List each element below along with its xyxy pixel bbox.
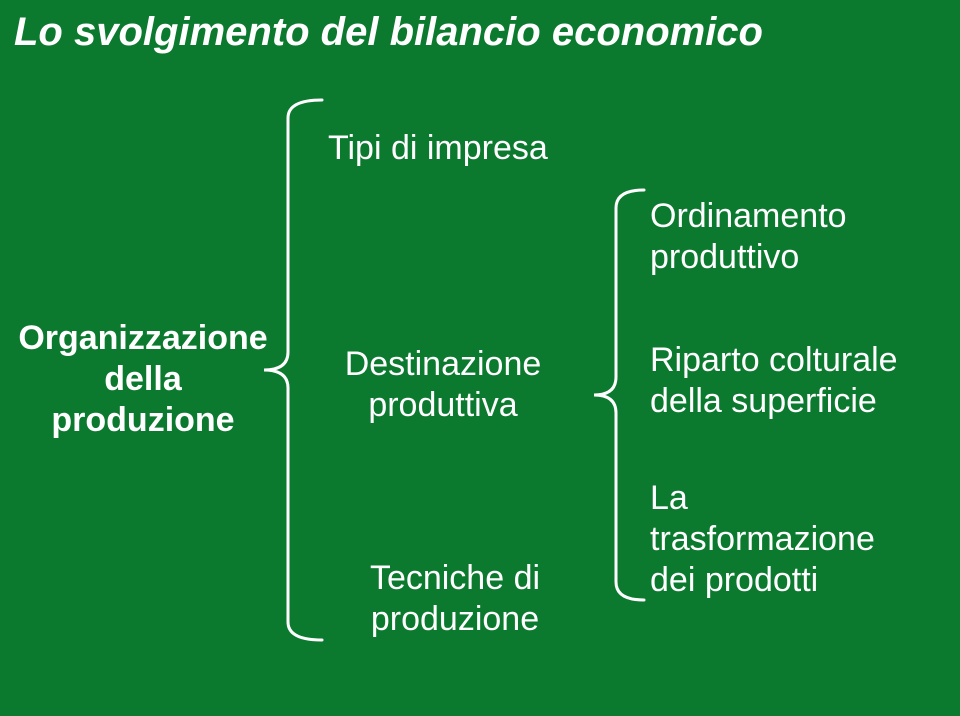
slide: Lo svolgimento del bilancio economico Or… (0, 0, 960, 716)
text-line: della (8, 359, 278, 400)
text-line: Ordinamento (650, 196, 847, 237)
text-line: produzione (8, 400, 278, 441)
text-line: produttivo (650, 237, 847, 278)
label-tipi-impresa: Tipi di impresa (328, 128, 548, 169)
text-line: Destinazione (328, 344, 558, 385)
text-line: Tecniche di (350, 558, 560, 599)
label-trasformazione-prodotti: Latrasformazionedei prodotti (650, 478, 875, 600)
brace-right (592, 188, 648, 602)
text-line: Organizzazione (8, 318, 278, 359)
text-line: produzione (350, 599, 560, 640)
text-line: La (650, 478, 875, 519)
brace-left (262, 98, 326, 642)
label-destinazione-produttiva: Destinazioneproduttiva (328, 344, 558, 426)
text-line: Riparto colturale (650, 340, 898, 381)
slide-title: Lo svolgimento del bilancio economico (14, 10, 763, 55)
text-line: trasformazione (650, 519, 875, 560)
text-line: produttiva (328, 385, 558, 426)
text-line: della superficie (650, 381, 898, 422)
label-organizzazione: Organizzazionedellaproduzione (8, 318, 278, 440)
label-tecniche-produzione: Tecniche diproduzione (350, 558, 560, 640)
text-line: dei prodotti (650, 560, 875, 601)
label-riparto-colturale: Riparto colturaledella superficie (650, 340, 898, 422)
label-ordinamento-produttivo: Ordinamentoproduttivo (650, 196, 847, 278)
